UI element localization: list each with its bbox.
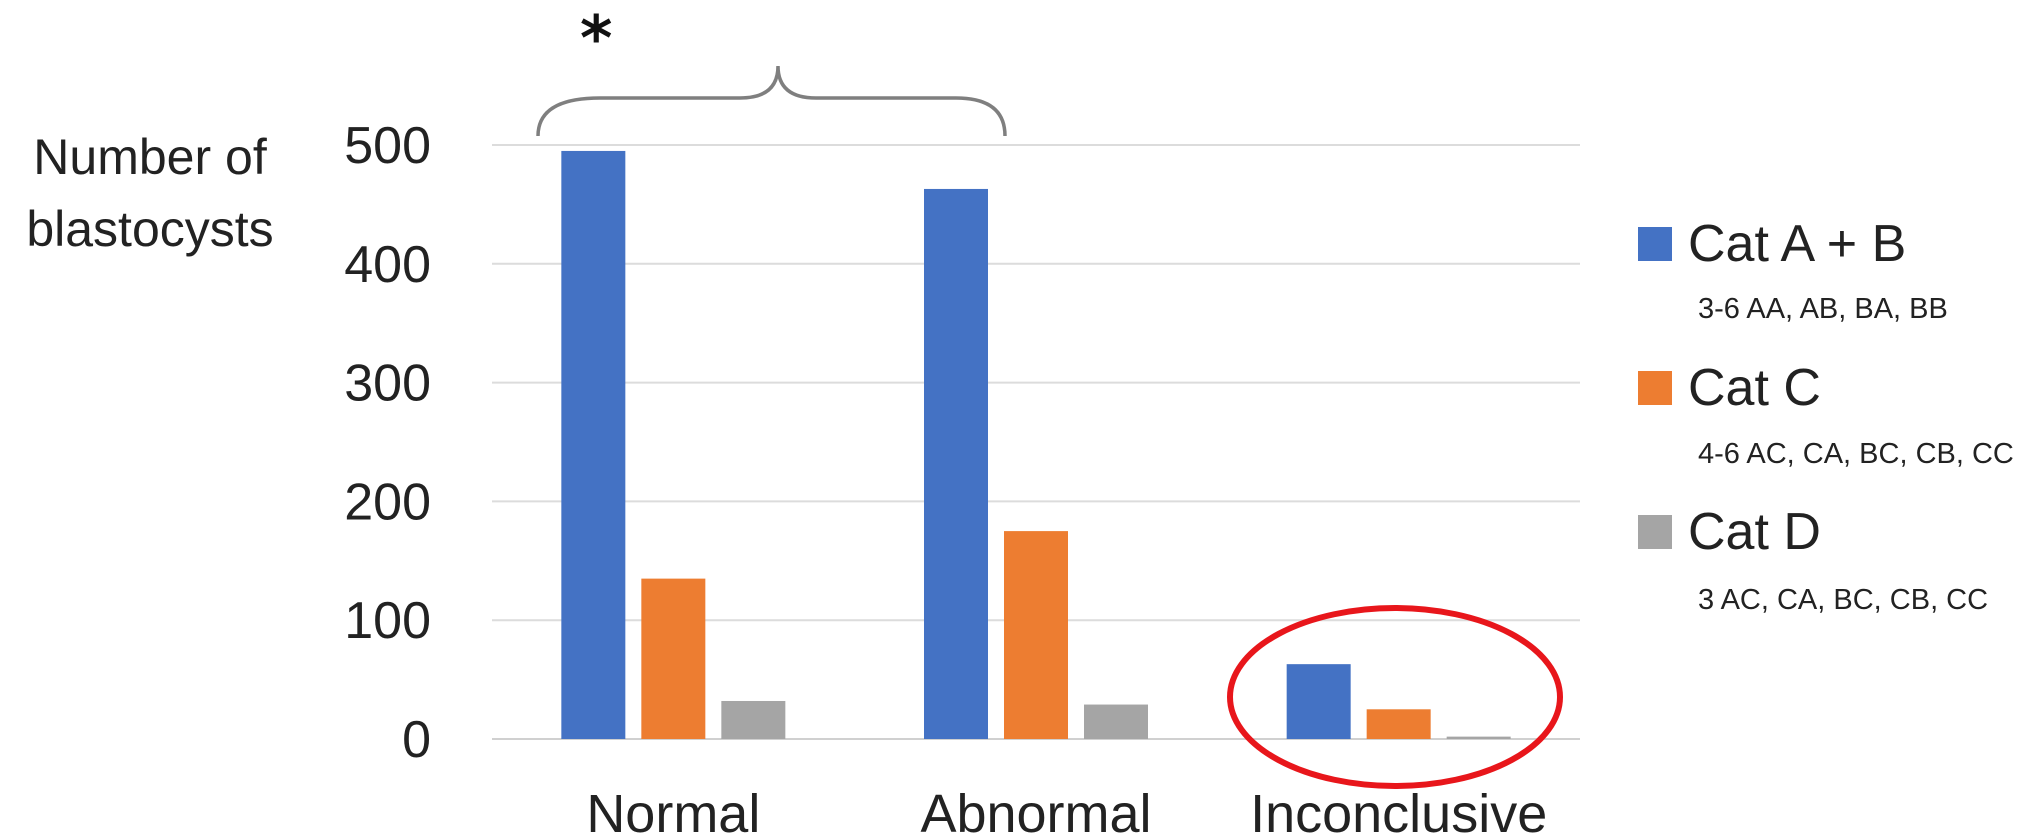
- y-tick-label: 200: [344, 473, 431, 531]
- y-tick-label: 400: [344, 236, 431, 294]
- legend-label: Cat A + B: [1688, 215, 1907, 273]
- significance-asterisk: *: [580, 2, 613, 75]
- legend-item-cat-d: Cat D: [1638, 502, 1821, 562]
- y-tick-label: 0: [402, 711, 431, 769]
- legend-description-cat-d: 3 AC, CA, BC, CB, CC: [1698, 584, 1989, 616]
- bar-inconclusive-cat-d: [1446, 736, 1511, 739]
- legend-label: Cat C: [1688, 359, 1821, 417]
- legend-swatch-cat-d: [1638, 515, 1672, 549]
- y-tick-label: 300: [344, 355, 431, 413]
- bar-abnormal-cat-c: [1004, 531, 1068, 739]
- x-tick-label: Abnormal: [920, 784, 1151, 837]
- legend-swatch-cat-c: [1638, 371, 1672, 405]
- legend-swatch-cat-ab: [1638, 227, 1672, 261]
- x-tick-label: Normal: [586, 784, 760, 837]
- highlight-circle: [1227, 605, 1563, 789]
- bar-inconclusive-cat-a-b: [1286, 664, 1351, 739]
- x-tick-label: Inconclusive: [1250, 784, 1547, 837]
- bar-normal-cat-c: [641, 578, 706, 739]
- bar-normal-cat-a-b: [561, 150, 626, 739]
- bar-inconclusive-cat-c: [1366, 709, 1431, 739]
- bar-abnormal-cat-d: [1084, 704, 1148, 739]
- bars: [561, 150, 1511, 739]
- y-axis-label-line-1: Number of: [33, 129, 267, 185]
- legend-item-cat-ab: Cat A + B: [1638, 214, 1906, 274]
- x-tick-labels: Normal Abnormal Inconclusive: [586, 784, 1547, 837]
- legend-description-cat-ab: 3-6 AA, AB, BA, BB: [1698, 293, 1948, 325]
- significance-bracket: [536, 65, 1007, 137]
- legend-description-cat-c: 4-6 AC, CA, BC, CB, CC: [1698, 438, 2014, 470]
- y-tick-label: 500: [344, 117, 431, 175]
- y-axis-label-line-2: blastocysts: [26, 201, 274, 257]
- bar-abnormal-cat-a-b: [924, 188, 988, 739]
- legend-item-cat-c: Cat C: [1638, 358, 1821, 418]
- legend-label: Cat D: [1688, 503, 1821, 561]
- bar-normal-cat-d: [721, 700, 786, 739]
- y-tick-label: 100: [344, 592, 431, 650]
- y-tick-labels: 0 100 200 300 400 500: [344, 117, 431, 769]
